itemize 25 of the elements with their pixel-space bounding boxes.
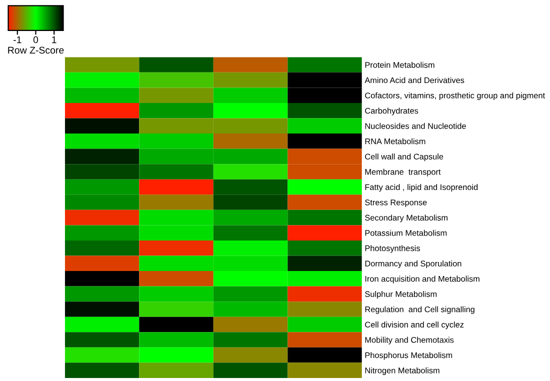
y-tick-label: Membrane transport <box>365 168 441 176</box>
color-bar-label: 1 <box>52 36 56 44</box>
y-tick-label: Carbohydrates <box>365 108 418 116</box>
y-tick-label: Phosphorus Metabolism <box>365 352 452 360</box>
y-tick-label: Amino Acid and Derivatives <box>364 77 464 84</box>
y-tick-label: Nucleosides and Nucleotide <box>365 122 466 129</box>
y-tick-label: Cell wall and Capsule <box>365 153 444 162</box>
color-bar-label: 0 <box>33 36 38 44</box>
y-tick-label: Fatty acid , lipid and Isoprenoid <box>365 184 478 192</box>
color-bar-label: -1 <box>14 36 22 44</box>
y-tick-label: Sulphur Metabolism <box>365 290 437 299</box>
y-tick-label: Protein Metabolism <box>365 62 434 68</box>
y-tick-label: Potassium Metabolism <box>365 230 447 236</box>
y-tick-label: Mobility and Chemotaxis <box>365 336 454 344</box>
y-tick-label: RNA Metabolism <box>365 138 426 144</box>
y-tick-label: Cofactors, vitamins, prosthetic group and pigment <box>365 92 545 100</box>
y-tick-label: Secondary Metabolism <box>365 214 448 222</box>
y-tick-label: Photosynthesis <box>365 245 420 253</box>
color-bar-title: Row Z-Score <box>8 46 64 54</box>
y-tick-label: Stress Response <box>365 200 427 207</box>
y-tick-label: Regulation and Cell signalling <box>365 306 474 314</box>
y-tick-label: Nitrogen Metabolism <box>365 367 440 375</box>
y-tick-label: Cell division and cell cyclez <box>365 322 464 330</box>
y-tick-label: Iron acquisition and Metabolism <box>365 276 480 284</box>
y-tick-label: Dormancy and Sporulation <box>365 260 462 268</box>
